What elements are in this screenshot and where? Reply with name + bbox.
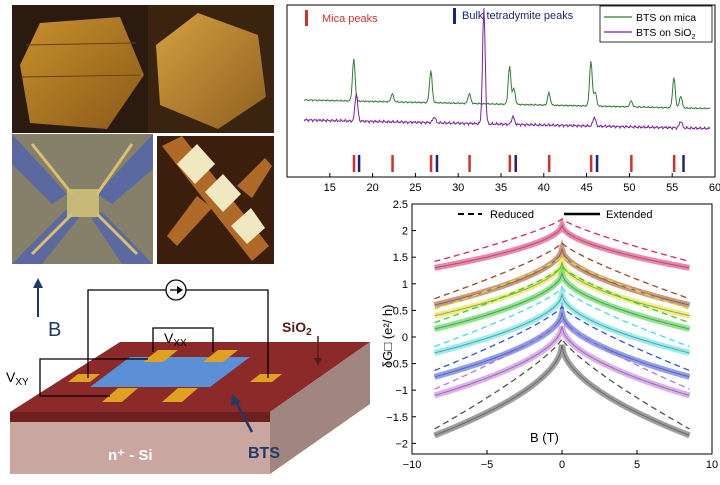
xrd-series-sio2: [303, 8, 711, 131]
device-schematic: B VXX VXY SiO2 n⁺ - Si BTS: [0, 262, 372, 480]
wal-xtick-label: −5: [481, 459, 494, 471]
mica-peak-marker: [672, 155, 676, 172]
legend-extended: Extended: [606, 209, 652, 221]
wal-ytick-label: −1: [395, 385, 408, 397]
wal-fit-extended: [434, 271, 690, 330]
wal-data-curve: [433, 252, 691, 319]
xrd-tick-label: 20: [366, 182, 378, 194]
wal-xtick-label: 10: [706, 459, 718, 471]
contact: [68, 374, 100, 382]
wal-fit-reduced: [434, 241, 690, 300]
afm-image-hexagon-sio2: [148, 5, 274, 133]
xrd-legend-box: [599, 5, 713, 43]
wal-ytick-label: −1.5: [386, 412, 408, 424]
xrd-series-mica: [303, 58, 711, 110]
mica-peak-marker: [352, 155, 356, 172]
wal-fit-extended: [434, 311, 690, 378]
xrd-tick-label: 50: [623, 182, 635, 194]
bulk-peak-marker: [595, 155, 599, 172]
substrate-side: [270, 342, 370, 474]
wal-fit-extended: [434, 247, 690, 306]
mica-peak-marker: [547, 155, 551, 172]
legend-mica-label: Mica peaks: [322, 13, 378, 25]
wal-xtick-label: 5: [634, 459, 640, 471]
wal-chart: −10 −5 0 5 10 −2 −1.5 −1 −0.5 0 0.5 1 1.5 2 2.5 Reduce…: [372, 198, 720, 480]
legend-bulk-label: Bulk tetradymite peaks: [462, 10, 574, 22]
contact: [250, 374, 282, 382]
optical-image-device: [12, 134, 153, 264]
xrd-chart: 15 20 25 30 35 40 45 50 55 60 Mica peaks Bulk tet…: [282, 0, 720, 200]
mica-peak-marker: [630, 155, 633, 172]
afm-image-hexagon-mica: [12, 5, 148, 133]
legend-bulk-marker: [453, 8, 456, 24]
wal-ytick-label: 2.5: [393, 199, 408, 211]
contact: [102, 388, 138, 402]
contact: [203, 350, 238, 362]
bulk-peak-marker: [682, 155, 685, 172]
mica-peak-marker: [429, 155, 433, 172]
wal-ytick-label: 2: [402, 226, 408, 238]
xrd-tick-label: 15: [324, 182, 336, 194]
wal-ytick-label: 0.5: [393, 305, 408, 317]
xrd-tick-label: 30: [452, 182, 464, 194]
wal-xtick-label: 0: [559, 459, 565, 471]
legend-reduced: Reduced: [490, 209, 534, 221]
b-field-label: B: [48, 319, 61, 341]
wal-fit-extended: [434, 326, 690, 396]
substrate-front: [10, 412, 270, 474]
wal-data-curve: [433, 301, 691, 380]
legend-mica-marker: [305, 10, 308, 26]
wal-data-curve: [433, 344, 691, 439]
bts-label: BTS: [248, 445, 280, 462]
sio2-label: SiO2: [282, 319, 312, 338]
wal-ylabel: δG□ (e²/ h): [380, 305, 395, 368]
substrate-label: n⁺ - Si: [108, 447, 153, 464]
wal-fit-reduced: [434, 265, 690, 324]
wal-data-curve: [433, 262, 691, 332]
wal-data-curve: [434, 217, 690, 271]
wal-data-curve: [433, 325, 691, 399]
mica-peak-marker: [468, 155, 471, 172]
wal-fit-reduced: [434, 305, 690, 372]
xrd-tick-label: 40: [538, 182, 550, 194]
wal-fit-reduced: [434, 287, 690, 348]
bulk-peak-marker: [357, 155, 361, 172]
legend-series-mica: BTS on mica: [636, 12, 696, 24]
wal-ytick-label: 1.5: [393, 252, 408, 264]
bts-flake: [90, 357, 250, 387]
mica-peak-marker: [508, 155, 512, 172]
mica-peak-marker: [589, 155, 593, 172]
wal-ytick-label: −0.5: [386, 359, 408, 371]
wal-data-curve: [433, 238, 691, 308]
mica-peak-marker: [391, 155, 394, 172]
wal-ytick-label: −2: [395, 438, 408, 450]
legend-series-sio2: BTS on SiO2: [636, 27, 695, 41]
bulk-peak-marker: [514, 155, 517, 172]
wal-xlabel: B (T): [530, 430, 559, 445]
wal-fit-extended: [434, 260, 690, 317]
wal-fit-reduced: [434, 318, 690, 390]
wal-xtick-label: −10: [403, 459, 422, 471]
xrd-tick-label: 60: [709, 182, 720, 194]
wal-fit-reduced: [434, 255, 690, 310]
vxy-label: VXY: [6, 369, 29, 388]
contact: [162, 388, 198, 402]
xrd-tick-label: 35: [495, 182, 507, 194]
xrd-tick-label: 25: [409, 182, 421, 194]
wal-fit-extended: [434, 292, 690, 354]
wal-fit-extended: [434, 344, 690, 436]
wal-fit-extended: [434, 223, 690, 269]
contact: [143, 350, 178, 362]
xrd-tick-label: 55: [666, 182, 678, 194]
wal-fit-reduced: [434, 337, 690, 430]
afm-image-hallbar: [157, 136, 274, 264]
wal-data-curve: [433, 283, 691, 356]
bulk-peak-marker: [435, 155, 439, 172]
wal-ytick-label: 0: [402, 332, 408, 344]
wal-ytick-label: 1: [402, 279, 408, 291]
wal-fit-reduced: [434, 218, 690, 263]
xrd-tick-label: 45: [580, 182, 592, 194]
vxx-label: VXX: [164, 330, 187, 349]
